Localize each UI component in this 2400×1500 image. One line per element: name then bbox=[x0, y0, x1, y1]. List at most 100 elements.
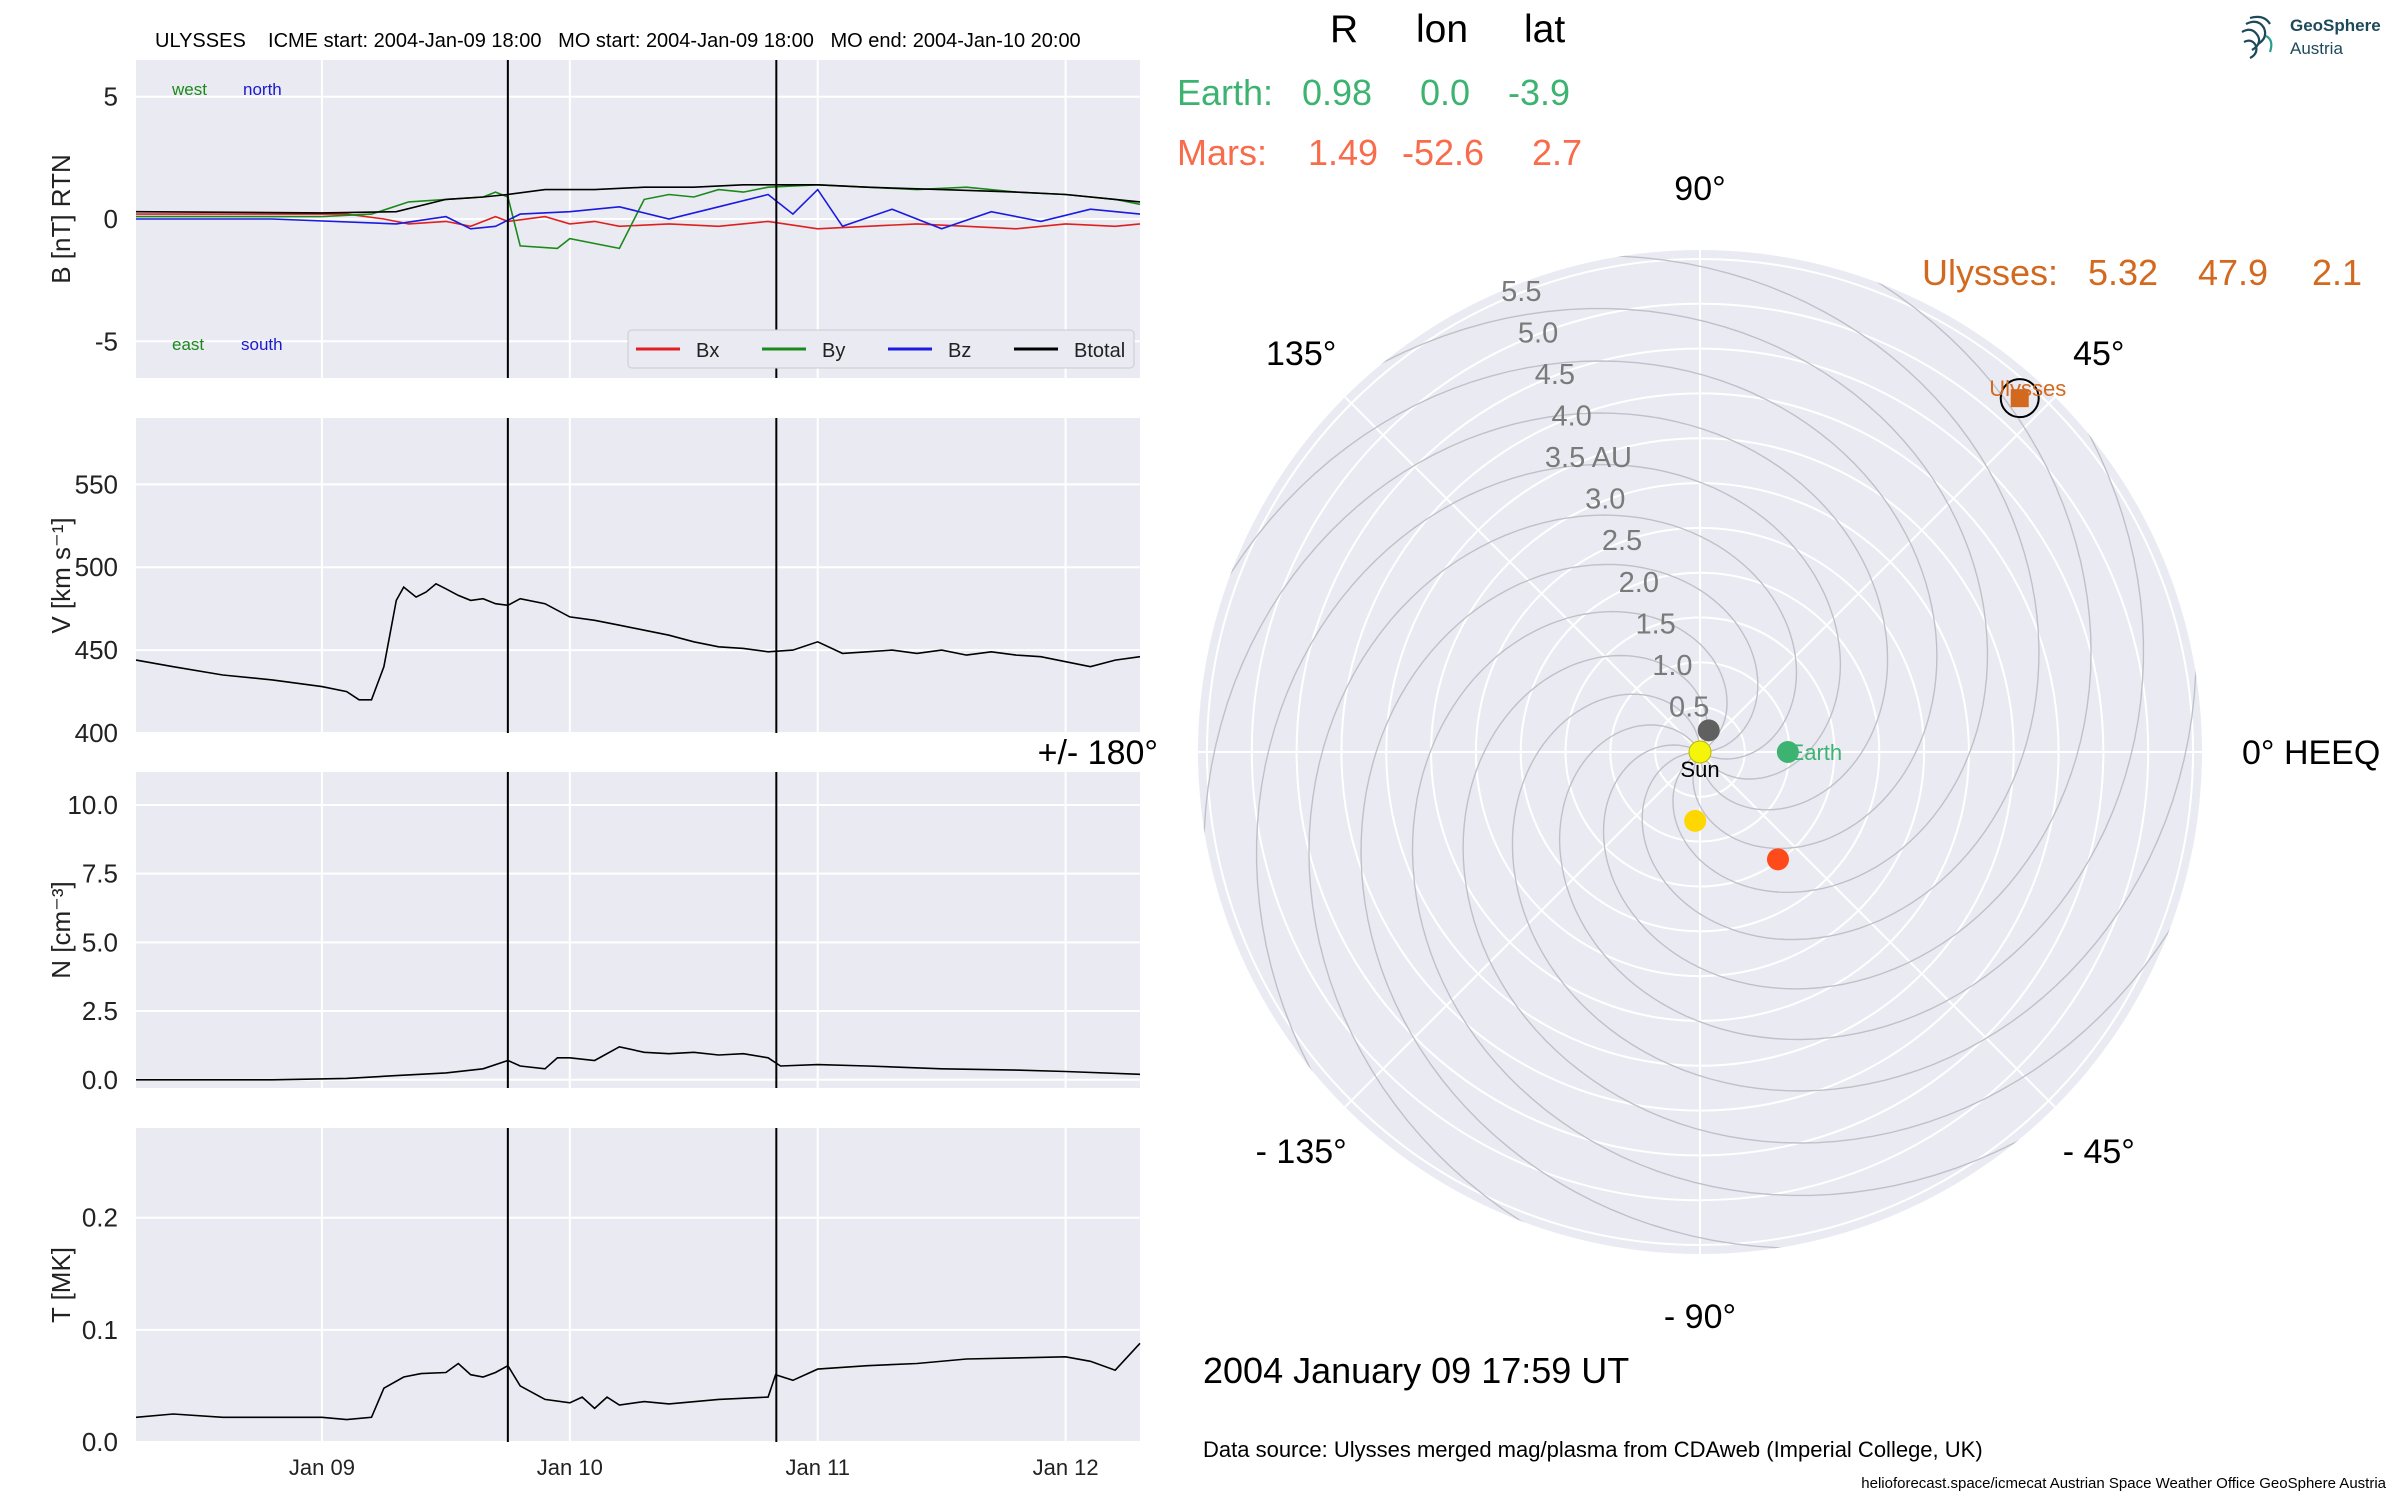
earth-name: Earth: bbox=[1177, 72, 1274, 113]
polar-rtick-label: 3.5 AU bbox=[1545, 442, 1632, 474]
density-ytick-label: 0.0 bbox=[82, 1065, 118, 1095]
temperature-ylabel: T [MK] bbox=[46, 1247, 76, 1323]
timeseries-title: ULYSSES ICME start: 2004-Jan-09 18:00 MO… bbox=[155, 30, 1081, 52]
ulysses-lat: 2.1 bbox=[2312, 252, 2363, 293]
magnetic_field-ytick-label: 5 bbox=[104, 82, 118, 112]
mars-name: Mars: bbox=[1177, 132, 1267, 173]
xtick-label: Jan 09 bbox=[289, 1455, 355, 1480]
body-marker-sun bbox=[1688, 740, 1712, 764]
polar-angle-grid bbox=[1344, 396, 1701, 753]
panel-magnetic_field: 5 0 -5 B [nT] RTN bbox=[46, 60, 1141, 378]
polar-plot: 0.5 1.0 1.5 2.0 2.5 3.0 3.5 AU 4.0 4.5 5.0 5.5 0° H… bbox=[1038, 170, 2381, 1336]
speed-series-v bbox=[135, 582, 1141, 701]
legend-label-bz: Bz bbox=[948, 340, 971, 362]
polar-angle-grid bbox=[1699, 751, 2056, 1108]
ulysses-r: 5.32 bbox=[2088, 252, 2159, 293]
polar-rtick-label: 4.5 bbox=[1535, 359, 1575, 391]
density-series-n bbox=[136, 1045, 1141, 1081]
polar-rtick-label: 1.5 bbox=[1635, 608, 1675, 640]
earth-r: 0.98 bbox=[1302, 72, 1373, 113]
temperature-ytick-label: 0.0 bbox=[82, 1427, 118, 1457]
panel-density: 10.0 7.5 5.0 2.5 0.0 N [cm⁻³] bbox=[46, 772, 1141, 1095]
polar-rtick-label: 3.0 bbox=[1585, 484, 1625, 516]
body-label-earth: Earth bbox=[1790, 740, 1843, 765]
temperature-ytick-label: 0.1 bbox=[82, 1315, 118, 1345]
xtick-label: Jan 11 bbox=[786, 1455, 850, 1480]
ulysses-lon: 47.9 bbox=[2198, 252, 2269, 293]
ulysses-ring bbox=[1999, 378, 2040, 419]
polar-angle-label: - 135° bbox=[1256, 1133, 1347, 1171]
polar-angle-label: - 90° bbox=[1664, 1298, 1736, 1336]
speed-ytick-label: 500 bbox=[75, 552, 118, 582]
mars-r: 1.49 bbox=[1308, 132, 1379, 173]
speed-ytick-label: 400 bbox=[75, 718, 118, 748]
corner-label-north: north bbox=[243, 80, 282, 99]
footer-credits: helioforecast.space/icmecat Austrian Spa… bbox=[1861, 1475, 2386, 1492]
geosphere-logo-icon bbox=[2241, 15, 2273, 59]
header-lat: lat bbox=[1524, 8, 1566, 51]
parker-spiral-line bbox=[1462, 250, 2202, 1144]
polar-angle-label: 0° HEEQ bbox=[2242, 734, 2380, 772]
magnetic_field-ytick-label: 0 bbox=[104, 204, 118, 234]
density-plot-area bbox=[136, 772, 1140, 1088]
polar-angle-label: 90° bbox=[1674, 170, 1725, 208]
magnetic_field-ytick-label: -5 bbox=[95, 326, 118, 356]
parker-spiral-line bbox=[1198, 250, 2092, 990]
temperature-plot-area bbox=[136, 1128, 1140, 1442]
polar-angle-label: - 45° bbox=[2063, 1133, 2135, 1171]
header-r: R bbox=[1330, 8, 1359, 51]
polar-rtick-label: 2.5 bbox=[1602, 525, 1642, 557]
logo-text-line2: Austria bbox=[2290, 39, 2343, 58]
polar-rtick-label: 2.0 bbox=[1619, 567, 1659, 599]
parker-spiral-line bbox=[1198, 360, 1938, 1254]
magnetic_field-series-btotal bbox=[135, 184, 1141, 214]
temperature-series-t bbox=[135, 1342, 1141, 1421]
speed-plot-area bbox=[136, 418, 1140, 733]
legend-label-by: By bbox=[822, 340, 845, 362]
corner-label-south: south bbox=[241, 335, 283, 354]
body-marker-earth bbox=[1776, 741, 1799, 763]
ulysses-name: Ulysses: bbox=[1922, 252, 2059, 293]
panel-speed: 550 500 450 400 V [km s⁻¹] bbox=[46, 418, 1141, 748]
corner-label-west: west bbox=[171, 80, 207, 99]
temperature-ytick-label: 0.2 bbox=[82, 1203, 118, 1233]
polar-rtick-label: 5.5 bbox=[1501, 276, 1541, 308]
corner-label-east: east bbox=[172, 335, 204, 354]
body-marker-ulysses bbox=[2010, 389, 2029, 408]
header-lon: lon bbox=[1416, 8, 1469, 51]
body-label-sun: Sun bbox=[1680, 757, 1719, 782]
parker-spiral-line bbox=[1308, 514, 2202, 1254]
density-ytick-label: 10.0 bbox=[67, 790, 118, 820]
xtick-label: Jan 10 bbox=[537, 1455, 603, 1480]
logo-text-line1: GeoSphere bbox=[2290, 16, 2381, 35]
mars-lat: 2.7 bbox=[1532, 132, 1583, 173]
panel-temperature: 0.2 0.1 0.0 T [MK] bbox=[46, 1128, 1141, 1457]
datetime-label: 2004 January 09 17:59 UT bbox=[1203, 1350, 1630, 1391]
legend-label-bx: Bx bbox=[696, 340, 719, 362]
magnetic_field-series-bz bbox=[136, 188, 1141, 230]
legend-box bbox=[627, 329, 1135, 369]
polar-rtick-label: 5.0 bbox=[1518, 317, 1558, 349]
legend-label-btotal: Btotal bbox=[1074, 340, 1125, 362]
speed-ytick-label: 450 bbox=[75, 635, 118, 665]
polar-angle-label: 45° bbox=[2073, 335, 2124, 373]
mars-lon: -52.6 bbox=[1402, 132, 1485, 173]
magnetic_field-ylabel: B [nT] RTN bbox=[46, 154, 76, 284]
data-source-label: Data source: Ulysses merged mag/plasma f… bbox=[1203, 1437, 1983, 1462]
body-marker bbox=[1697, 719, 1720, 742]
polar-angle-label: 135° bbox=[1266, 335, 1336, 373]
polar-angle-grid bbox=[1699, 396, 2056, 753]
density-ylabel: N [cm⁻³] bbox=[46, 881, 76, 979]
polar-angle-label: +/- 180° bbox=[1038, 734, 1158, 772]
magnetic-legend: Bx By Bz Btotal bbox=[627, 329, 1135, 369]
speed-ytick-label: 550 bbox=[75, 469, 118, 499]
body-marker bbox=[1766, 848, 1789, 871]
polar-rtick-label: 4.0 bbox=[1552, 401, 1592, 433]
speed-ylabel: V [km s⁻¹] bbox=[46, 517, 76, 633]
earth-lat: -3.9 bbox=[1508, 72, 1571, 113]
polar-rtick-label: 0.5 bbox=[1669, 691, 1709, 723]
polar-rtick-label: 1.0 bbox=[1652, 650, 1692, 682]
density-ytick-label: 7.5 bbox=[82, 859, 118, 889]
earth-lon: 0.0 bbox=[1420, 72, 1471, 113]
